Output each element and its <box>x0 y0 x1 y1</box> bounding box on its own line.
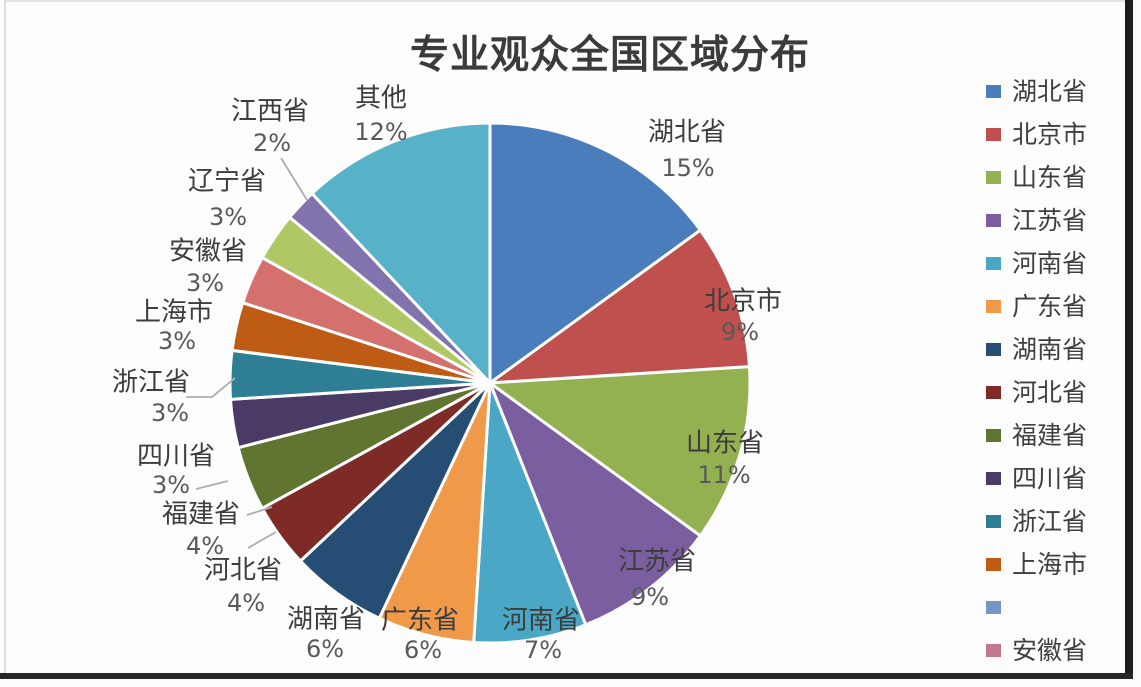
legend-item-广东省: 广东省 <box>986 291 1087 321</box>
pie-slice-北京市 <box>488 228 751 385</box>
pie-slice-河南省 <box>472 381 588 645</box>
legend-label: 湖南省 <box>1012 334 1088 364</box>
slice-label-name-湖南省: 湖南省 <box>287 605 365 635</box>
slice-label-name-福建省: 福建省 <box>162 500 240 530</box>
legend-item-山东省: 山东省 <box>986 162 1087 192</box>
legend-label: 山东省 <box>1012 162 1088 192</box>
legend-label: 广东省 <box>1012 291 1088 321</box>
legend-label: 北京市 <box>1012 119 1088 149</box>
legend-swatch <box>986 557 1001 571</box>
legend-label: 江苏省 <box>1012 205 1088 235</box>
legend-swatch <box>986 342 1001 356</box>
slice-label-pct-辽宁省: 3% <box>209 203 247 231</box>
legend-item-浙江省: 浙江省 <box>986 506 1087 536</box>
legend-swatch <box>986 127 1001 141</box>
legend-swatch <box>986 84 1001 98</box>
slice-label-name-湖北省: 湖北省 <box>648 118 726 148</box>
legend-label: 福建省 <box>1012 420 1088 450</box>
legend-swatch <box>986 471 1001 485</box>
legend-swatch <box>986 514 1001 528</box>
legend-swatch <box>986 643 1001 657</box>
legend-label: 浙江省 <box>1012 506 1088 536</box>
slice-label-pct-其他: 12% <box>354 118 407 146</box>
slice-label-pct-浙江省: 3% <box>151 399 189 427</box>
slice-label-pct-河南省: 7% <box>524 636 562 664</box>
legend-item-blank-12 <box>986 592 1012 622</box>
chart-title: 专业观众全国区域分布 <box>409 33 810 78</box>
legend-item-安徽省: 安徽省 <box>986 635 1087 665</box>
slice-label-name-辽宁省: 辽宁省 <box>188 167 266 197</box>
legend-swatch <box>986 170 1001 184</box>
slice-label-pct-福建省: 4% <box>186 532 224 560</box>
slice-label-pct-江苏省: 9% <box>631 583 669 611</box>
pie-slice-江苏省 <box>488 381 702 627</box>
leader-line-福建省 <box>246 506 273 516</box>
legend-item-四川省: 四川省 <box>986 463 1087 493</box>
slice-label-pct-四川省: 3% <box>152 471 190 499</box>
legend-item-湖北省: 湖北省 <box>986 76 1087 106</box>
legend-label: 安徽省 <box>1012 635 1088 665</box>
slice-label-name-山东省: 山东省 <box>686 429 764 459</box>
slice-label-name-河北省: 河北省 <box>204 556 282 586</box>
legend-item-上海市: 上海市 <box>986 549 1087 579</box>
legend-item-湖南省: 湖南省 <box>986 334 1087 364</box>
slice-label-pct-北京市: 9% <box>721 318 759 346</box>
left-border <box>4 0 6 676</box>
legend-item-福建省: 福建省 <box>986 420 1087 450</box>
slice-label-name-上海市: 上海市 <box>135 298 213 328</box>
slice-label-pct-山东省: 11% <box>697 461 750 489</box>
top-border <box>5 0 1126 2</box>
leader-line-河北省 <box>247 531 277 549</box>
legend-label: 河北省 <box>1012 377 1088 407</box>
legend-item-河北省: 河北省 <box>986 377 1087 407</box>
legend-item-北京市: 北京市 <box>986 119 1087 149</box>
legend-swatch <box>986 428 1001 442</box>
slice-label-pct-上海市: 3% <box>158 327 196 355</box>
slice-label-name-广东省: 广东省 <box>381 606 459 636</box>
slice-label-pct-湖南省: 6% <box>306 635 344 663</box>
legend-item-江苏省: 江苏省 <box>986 205 1087 235</box>
legend-swatch <box>986 256 1001 270</box>
slice-label-name-浙江省: 浙江省 <box>112 368 190 398</box>
legend-swatch <box>986 385 1001 399</box>
slice-label-pct-湖北省: 15% <box>661 154 714 182</box>
legend-item-河南省: 河南省 <box>986 248 1087 278</box>
legend-label: 四川省 <box>1012 463 1088 493</box>
legend-label: 河南省 <box>1012 248 1088 278</box>
slice-label-pct-江西省: 2% <box>253 129 291 157</box>
right-border <box>1125 0 1133 679</box>
slice-label-name-江西省: 江西省 <box>231 97 309 127</box>
legend-swatch <box>986 213 1001 227</box>
slice-label-pct-广东省: 6% <box>404 636 442 664</box>
slice-label-name-江苏省: 江苏省 <box>618 547 696 577</box>
pie-slice-山东省 <box>488 365 752 538</box>
legend-label: 上海市 <box>1012 549 1088 579</box>
slice-label-name-河南省: 河南省 <box>502 606 580 636</box>
legend-label: 湖北省 <box>1012 76 1088 106</box>
bottom-border <box>0 673 1133 679</box>
leader-line-浙江省 <box>186 377 236 398</box>
pie-slice-其他 <box>310 121 492 385</box>
leader-line-江西省 <box>280 157 308 201</box>
legend-swatch <box>986 600 1001 614</box>
slice-label-pct-安徽省: 3% <box>186 269 224 297</box>
slice-label-pct-河北省: 4% <box>227 589 265 617</box>
legend-swatch <box>986 299 1001 313</box>
slice-label-name-安徽省: 安徽省 <box>169 237 247 267</box>
slice-label-name-其他: 其他 <box>355 84 407 114</box>
slice-label-name-北京市: 北京市 <box>704 287 782 317</box>
leader-line-四川省 <box>195 480 229 490</box>
pie-slice-湖北省 <box>488 121 702 385</box>
slice-label-name-四川省: 四川省 <box>137 442 215 472</box>
